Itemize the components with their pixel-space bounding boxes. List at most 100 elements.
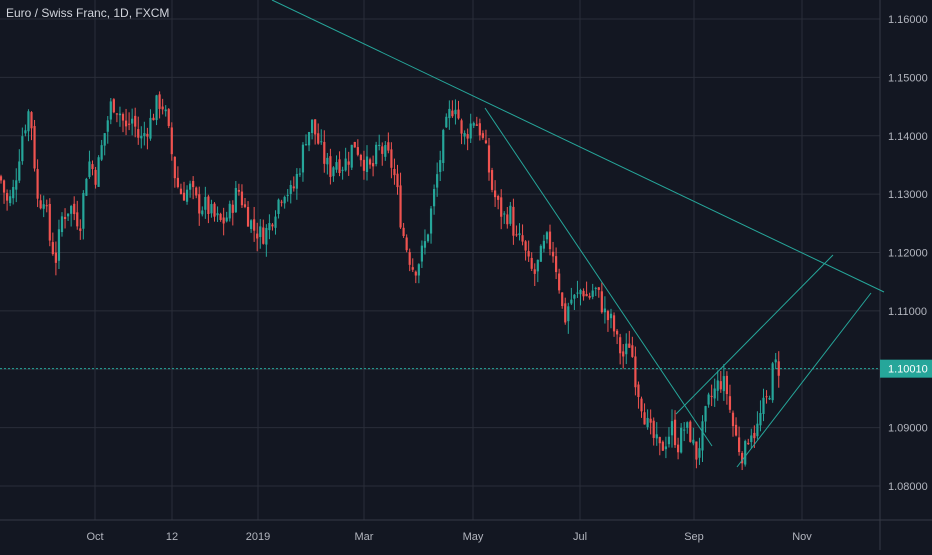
candle-body [365, 156, 369, 172]
candle-body [411, 267, 414, 270]
candle-body [30, 112, 33, 129]
candle-body [246, 206, 250, 227]
candle-body [683, 429, 686, 431]
candle-body [73, 203, 76, 215]
candle-body [91, 164, 94, 170]
candle-body [417, 264, 420, 276]
candle-body [176, 177, 179, 188]
candle-body [728, 396, 732, 410]
candle-body [350, 144, 353, 168]
candle-body [506, 214, 509, 225]
candle-body [128, 123, 131, 125]
candle-body [378, 144, 381, 146]
candle-body [634, 356, 637, 388]
candle-body [231, 204, 234, 213]
candle-body [439, 160, 442, 172]
candle-body [558, 273, 561, 291]
candle-body [63, 216, 67, 220]
candle-body [750, 435, 753, 443]
candle-body [561, 292, 564, 307]
candle-body [725, 375, 728, 395]
candle-body [207, 196, 210, 215]
candle-body [762, 397, 765, 414]
candle-body [503, 213, 506, 215]
candle-body [185, 189, 189, 202]
candle-body [399, 185, 402, 228]
candle-body [606, 311, 610, 321]
candle-body [454, 109, 457, 115]
candle-body [320, 141, 323, 143]
candle-body [426, 234, 430, 242]
candle-body [6, 193, 9, 201]
candle-body [591, 290, 594, 297]
candle-body [713, 388, 716, 399]
candle-body [576, 292, 579, 294]
candle-body [54, 252, 57, 263]
candle-body [384, 145, 387, 157]
candle-body [295, 174, 298, 189]
candle-body [744, 441, 747, 465]
y-tick-label: 1.14000 [888, 131, 928, 143]
candle-body [152, 117, 155, 121]
candle-body [225, 217, 228, 222]
candle-body [277, 199, 280, 214]
candle-body [649, 418, 652, 423]
candle-body [472, 123, 475, 126]
candle-body [500, 197, 503, 217]
candle-body [658, 437, 661, 444]
candle-body [106, 120, 109, 132]
candle-body [469, 123, 472, 139]
y-tick-label: 1.16000 [888, 14, 928, 26]
candle-body [289, 185, 292, 194]
trendline-descending [484, 107, 713, 447]
candle-body [82, 193, 85, 229]
candle-body [134, 115, 137, 127]
candle-body [695, 441, 698, 460]
candle-body [204, 196, 207, 210]
candle-body [97, 157, 100, 187]
candle-body [771, 363, 774, 401]
candle-body [109, 101, 112, 120]
candle-body [33, 126, 36, 169]
candle-body [314, 119, 317, 135]
candle-body [677, 444, 680, 453]
candle-body [146, 133, 149, 137]
candle-body [686, 422, 689, 428]
candle-body [326, 157, 329, 165]
candle-body [497, 196, 500, 200]
candle-body [451, 110, 454, 117]
candle-body [643, 412, 646, 425]
y-tick-label: 1.13000 [888, 189, 928, 201]
candle-body [292, 186, 295, 189]
candle-body [36, 169, 39, 199]
candle-body [548, 231, 552, 250]
candle-body [100, 145, 103, 160]
candle-body [118, 113, 122, 116]
candle-body [777, 361, 780, 376]
candle-body [170, 127, 173, 155]
candle-body [619, 337, 622, 354]
x-tick-label: Mar [355, 531, 374, 543]
candle-body [167, 109, 170, 127]
candle-body [67, 213, 70, 217]
candle-body [42, 204, 45, 209]
candle-body [478, 123, 481, 136]
candle-body [429, 208, 433, 234]
candle-body [753, 432, 756, 439]
candle-body [759, 412, 762, 426]
candle-body [460, 120, 463, 134]
candle-body [655, 434, 658, 439]
candle-body [228, 203, 231, 219]
candle-body [408, 252, 411, 265]
candle-body [680, 427, 683, 453]
x-tick-label: Sep [684, 531, 704, 543]
candle-body [121, 114, 125, 121]
candle-body [256, 233, 259, 239]
candle-body [646, 417, 649, 428]
candle-body [335, 162, 338, 170]
candle-body [329, 156, 332, 177]
candle-body [463, 132, 466, 137]
candle-body [512, 206, 515, 236]
candle-body [362, 159, 366, 171]
